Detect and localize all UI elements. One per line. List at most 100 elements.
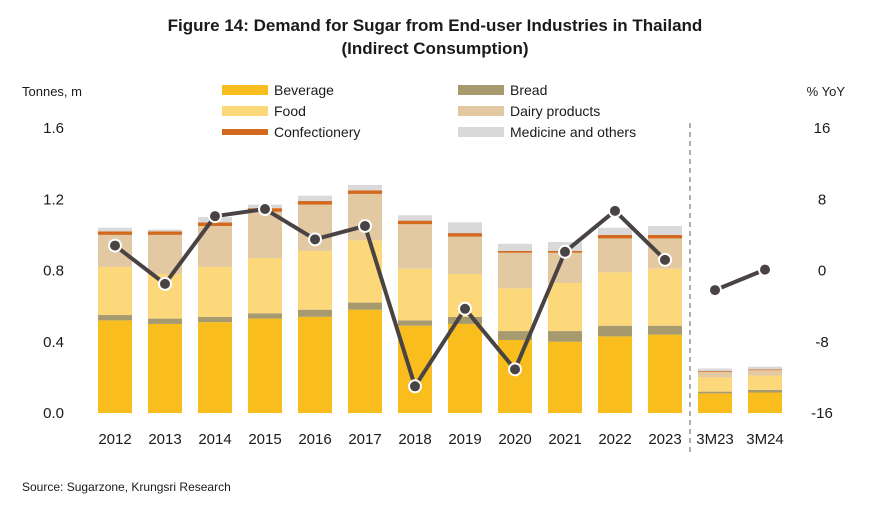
bar-beverage-2021 [548,341,582,413]
yoy-point-3m23 [708,283,722,298]
x-tick-label-2019: 2019 [448,431,481,448]
bar-bread-2013 [148,318,182,324]
bar-confectionery-2014 [198,222,232,226]
yoy-line-segment-2 [714,267,766,292]
x-tick-label-3m24: 3M24 [746,431,784,448]
x-tick-label-3m23: 3M23 [696,431,734,448]
bar-dairy-products-2019 [448,236,482,275]
bar-medicine-and-others-3m23 [698,368,732,372]
right-tick-label: 16 [814,120,831,137]
x-tick-label-2013: 2013 [148,431,181,448]
right-tick-label: -16 [811,405,833,422]
bar-dairy-products-3m24 [748,370,782,376]
bar-food-3m23 [698,377,732,392]
bar-bread-2021 [548,331,582,342]
yoy-point-3m24 [758,262,772,277]
bar-bread-2023 [648,325,682,335]
x-tick-label-2021: 2021 [548,431,581,448]
yoy-point-2020 [508,362,522,377]
bar-confectionery-2023 [648,234,682,239]
bar-bread-2015 [248,313,282,319]
legend: Beverage Bread Food Dairy products Confectio… [222,82,636,140]
x-tick-label-2016: 2016 [298,431,331,448]
bar-medicine-and-others-2020 [498,243,532,251]
bar-confectionery-3m23 [698,371,732,373]
bar-food-2021 [548,282,582,332]
yoy-point-2018 [408,379,422,394]
yoy-point-2013 [158,276,172,291]
bar-confectionery-2022 [598,234,632,239]
left-tick-label: 0.0 [43,405,64,422]
bar-beverage-2014 [198,322,232,413]
yoy-point-2015 [258,202,272,217]
axis-layer: 0.0 0.4 0.8 1.2 1.6 -16 -8 0 8 16 2012 2013 2014 2015… [43,120,833,448]
legend-label-beverage: Beverage [274,82,334,98]
yoy-point-2022 [608,203,622,218]
bar-beverage-2023 [648,334,682,413]
bar-beverage-2019 [448,323,482,413]
left-tick-label: 0.4 [43,334,64,351]
bar-food-3m24 [748,375,782,390]
bar-bread-2014 [198,316,232,323]
yoy-point-2012 [108,238,122,253]
yoy-line-layer [108,202,772,394]
yoy-point-2021 [558,244,572,259]
x-tick-label-2022: 2022 [598,431,631,448]
chart-title: Figure 14: Demand for Sugar from End-use… [0,14,870,60]
bar-bread-2012 [98,315,132,321]
left-tick-label: 0.8 [43,263,64,280]
bar-dairy-products-2018 [398,224,432,269]
bar-confectionery-2016 [298,201,332,205]
bar-confectionery-2013 [148,231,182,235]
bar-bread-2018 [398,320,432,326]
right-tick-label: 8 [818,191,826,208]
legend-swatch-confectionery [222,129,268,135]
left-tick-label: 1.6 [43,120,64,137]
bar-confectionery-2019 [448,233,482,237]
bar-medicine-and-others-2016 [298,195,332,202]
bar-beverage-2022 [598,336,632,413]
x-tick-label-2012: 2012 [98,431,131,448]
bar-beverage-2016 [298,316,332,413]
bar-medicine-and-others-2023 [648,225,682,235]
bar-dairy-products-3m23 [698,372,732,378]
legend-label-dairy-products: Dairy products [510,103,600,119]
bar-dairy-products-2022 [598,238,632,273]
bar-food-2020 [498,288,532,332]
bar-beverage-2012 [98,320,132,413]
bar-confectionery-2017 [348,190,382,194]
bar-bread-2020 [498,331,532,340]
bar-beverage-2015 [248,318,282,413]
bar-medicine-and-others-2017 [348,185,382,191]
chart-title-line2: (Indirect Consumption) [341,39,529,58]
x-tick-label-2015: 2015 [248,431,281,448]
legend-label-confectionery: Confectionery [274,124,360,140]
bar-food-2012 [98,266,132,316]
yoy-point-2019 [458,301,472,316]
bar-food-2015 [248,258,282,314]
bar-beverage-2017 [348,309,382,413]
legend-label-bread: Bread [510,82,547,98]
chart-title-line1: Figure 14: Demand for Sugar from End-use… [167,16,703,35]
right-tick-label: 0 [818,263,826,280]
bar-bread-2017 [348,302,382,310]
yoy-point-2016 [308,232,322,247]
bar-beverage-3m24 [748,392,782,413]
x-tick-label-2014: 2014 [198,431,231,448]
bar-food-2022 [598,272,632,326]
sugar-demand-chart: Tonnes, m % YoY 0.0 0.4 0.8 1.2 1.6 -16 -8 0 8 16… [22,82,845,455]
x-tick-label-2023: 2023 [648,431,681,448]
source-note: Source: Sugarzone, Krungsri Research [22,480,231,494]
bar-confectionery-2018 [398,220,432,225]
legend-swatch-dairy-products [458,106,504,116]
yoy-line-segment-1 [113,207,667,389]
bar-food-2016 [298,250,332,310]
bar-food-2018 [398,268,432,321]
yoy-point-2017 [358,218,372,233]
legend-swatch-bread [458,85,504,95]
bar-food-2017 [348,240,382,303]
bar-medicine-and-others-2019 [448,222,482,234]
bar-confectionery-2020 [498,250,532,253]
legend-label-medicine-and-others: Medicine and others [510,124,636,140]
bar-bread-2019 [448,316,482,324]
